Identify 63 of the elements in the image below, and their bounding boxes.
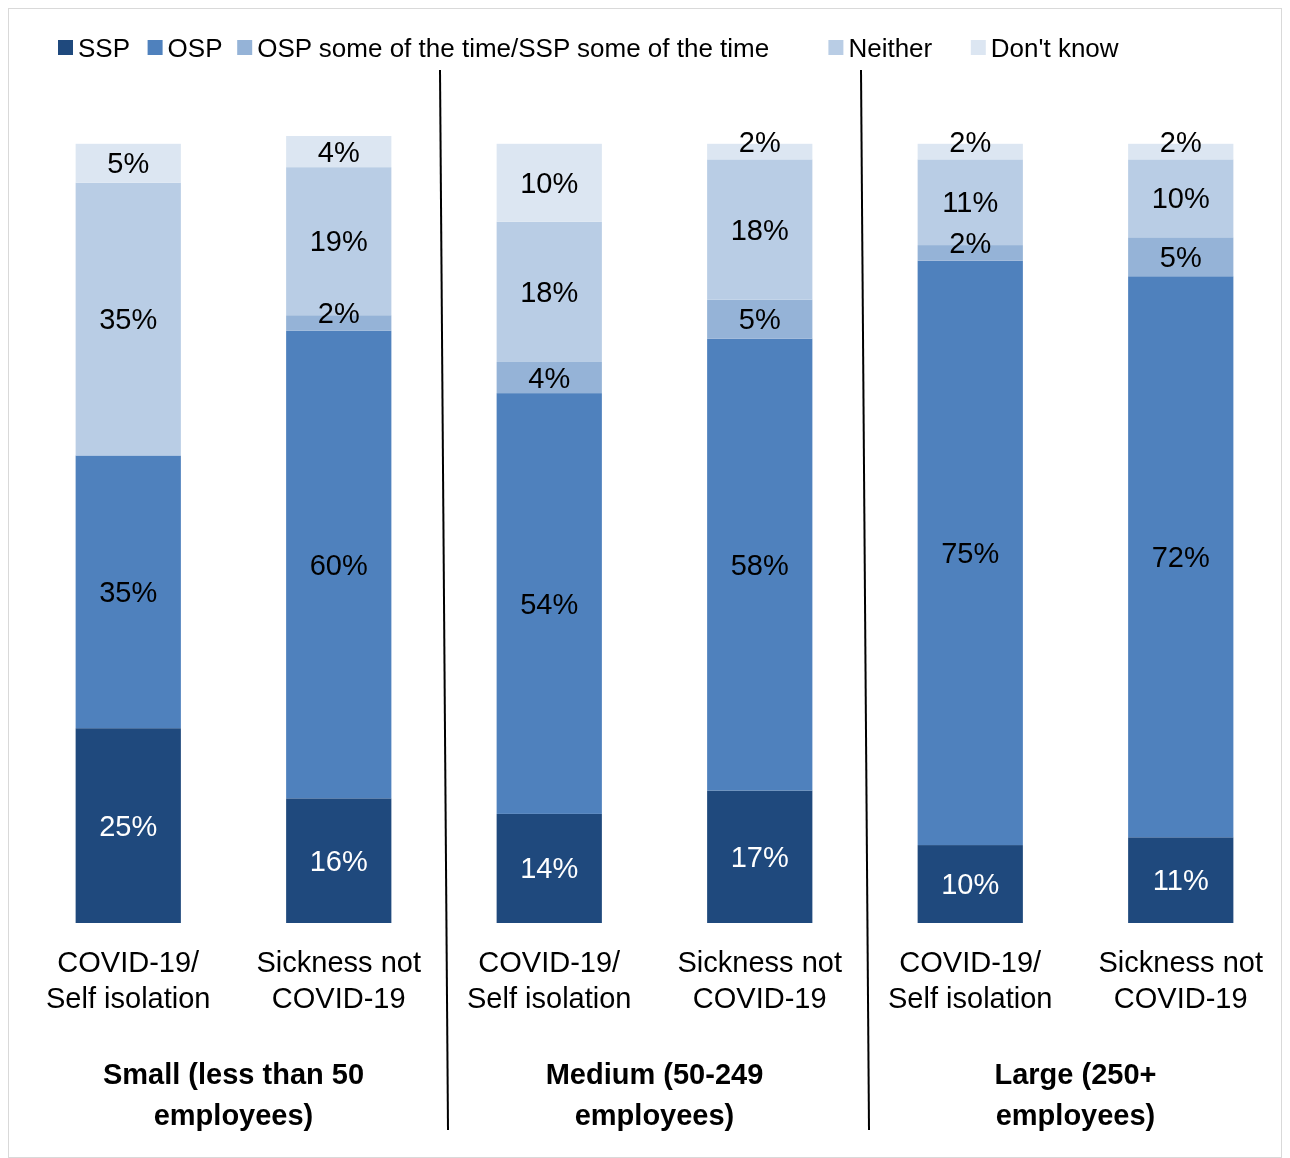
x-tick-label: Sickness not COVID-19: [1098, 946, 1263, 1014]
bar: [75, 143, 181, 183]
bar: [707, 159, 813, 300]
bar: [1128, 837, 1234, 923]
data-label: 10%: [1151, 182, 1210, 215]
data-label: 2%: [1159, 125, 1202, 158]
data-label: 25%: [99, 809, 158, 842]
bar: [496, 393, 602, 814]
legend-label: Neither: [848, 33, 933, 63]
legend-label: OSP: [167, 33, 223, 63]
data-label: 2%: [949, 125, 992, 158]
bar: [75, 455, 181, 729]
data-label: 17%: [730, 840, 789, 873]
text: Small (less than 50 employees): [102, 1058, 365, 1131]
x-tick-label: COVID-19/ Self isolation: [888, 946, 1053, 1014]
x-tick-label: Sickness not COVID-19: [256, 946, 421, 1014]
data-label: 35%: [99, 303, 158, 336]
bar: [917, 845, 1023, 923]
data-label: 11%: [942, 186, 999, 219]
data-label: 4%: [317, 135, 360, 168]
data-label: 5%: [738, 303, 781, 336]
data-label: 16%: [309, 844, 368, 877]
data-label: 54%: [520, 587, 579, 620]
data-label: 5%: [107, 147, 150, 180]
bar: [707, 338, 813, 791]
bar: [496, 813, 602, 923]
bar: [707, 790, 813, 923]
bar: [75, 182, 181, 456]
data-label: 11%: [1152, 864, 1209, 897]
data-label: 10%: [941, 868, 1000, 901]
bar: [75, 728, 181, 923]
data-label: 18%: [520, 275, 579, 308]
text: Large (250+ employees): [994, 1058, 1157, 1131]
data-label: 2%: [738, 125, 781, 158]
data-label: 2%: [317, 297, 360, 330]
data-label: 4%: [528, 361, 571, 394]
data-label: 60%: [309, 548, 368, 581]
x-tick-label: Sickness not COVID-19: [677, 946, 842, 1014]
bar: [286, 330, 392, 799]
data-label: 58%: [730, 548, 789, 581]
bar: [496, 143, 602, 222]
data-label: 2%: [949, 227, 992, 260]
bar: [707, 299, 813, 339]
data-label: 18%: [730, 213, 789, 246]
data-label: 14%: [520, 852, 579, 885]
bar: [496, 221, 602, 362]
data-label: 75%: [941, 536, 1000, 569]
data-label: 10%: [520, 166, 579, 199]
data-label: 72%: [1151, 540, 1210, 573]
bar: [1128, 276, 1234, 838]
bar: [1128, 237, 1234, 277]
bar: [917, 260, 1023, 846]
legend-label: Don't know: [990, 33, 1119, 63]
legend-label: SSP: [78, 33, 131, 63]
data-label: 19%: [309, 225, 368, 258]
bar: [1128, 159, 1234, 238]
legend-label: OSP some of the time/SSP some of the time: [257, 33, 770, 63]
text: Medium (50-249 employees): [545, 1058, 764, 1131]
data-label: 5%: [1159, 240, 1202, 273]
bar: [286, 798, 392, 923]
data-label: 35%: [99, 575, 158, 608]
x-tick-label: COVID-19/ Self isolation: [46, 946, 211, 1014]
x-tick-label: COVID-19/ Self isolation: [467, 946, 632, 1014]
